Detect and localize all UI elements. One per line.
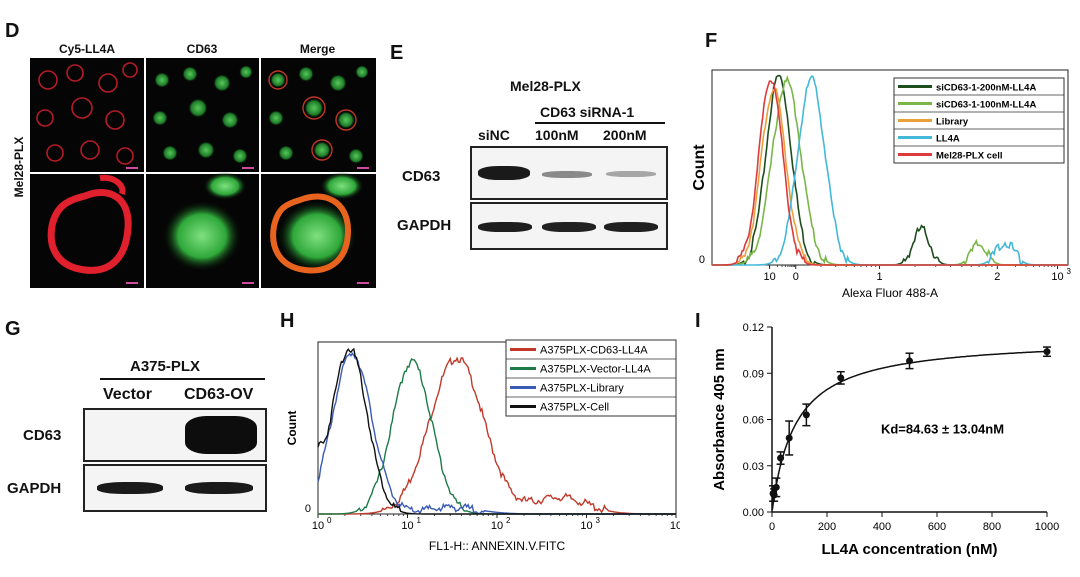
legend-entry: siCD63-1-200nM-LL4A (936, 83, 1036, 94)
kd-annotation: Kd=84.63 ± 13.04nM (881, 421, 1004, 436)
western-e-cell-line: Mel28-PLX (510, 78, 581, 94)
microscopy-col-label-merge: Merge (299, 42, 336, 56)
western-e-lane-100nm: 100nM (535, 127, 579, 143)
x-tick-label: 10 (1051, 271, 1063, 283)
x-tick-label: 2 (994, 271, 1000, 283)
panel-e-label: E (390, 42, 404, 64)
western-g-blot-gapdh (83, 464, 267, 512)
x-tick-label: 10 (580, 520, 592, 532)
legend-entry: A375PLX-Vector-LL4A (540, 364, 651, 376)
x-tick-label: 1000 (1035, 521, 1059, 533)
y-axis-label: Count (691, 144, 708, 191)
band (185, 482, 253, 494)
western-e-row-gapdh: GAPDH (397, 217, 452, 234)
series-line (318, 356, 676, 515)
y-tick-label: 0.09 (743, 368, 764, 380)
western-e-lane-sinc: siNC (478, 127, 510, 143)
band (542, 222, 596, 232)
western-g-lane-vector: Vector (103, 386, 152, 403)
x-tick-sup: 3 (596, 516, 601, 525)
x-tick-label: 10 (670, 520, 680, 532)
x-tick-sup: 3 (1067, 267, 1072, 276)
y-axis-label: Absorbance 405 nm (711, 348, 728, 491)
western-e-lane-200nm: 200nM (603, 127, 647, 143)
panel-i-label: I (695, 310, 701, 332)
legend-entry: LL4A (936, 134, 960, 145)
panel-h-label: H (280, 310, 295, 332)
western-g-blot-cd63 (83, 408, 267, 462)
microscopy-grid (30, 58, 376, 288)
legend-entry: Mel28-PLX cell (936, 151, 1003, 162)
western-e-row-cd63: CD63 (402, 168, 441, 185)
legend-entry: Library (936, 117, 969, 128)
x-tick-label: 0 (769, 521, 775, 533)
x-tick-label: 10 (401, 520, 413, 532)
flow-histogram-f: 10 0 1 2 10 3 0 Alexa Fluor 488-A Count siCD63-1-… (691, 69, 1072, 300)
x-axis-label: Alexa Fluor 488-A (842, 286, 938, 300)
band (604, 222, 658, 232)
x-tick-label: 10 (763, 271, 775, 283)
x-axis-label: FL1-H:: ANNEXIN.V.FITC (429, 539, 566, 553)
microscopy-row-label: Mel28-PLX (12, 136, 26, 198)
panel-g-label: G (5, 318, 21, 340)
data-point (837, 374, 845, 382)
y-tick-label: 0.06 (743, 415, 764, 427)
panel-f-label: F (705, 30, 718, 52)
x-tick-label: 0 (793, 271, 799, 283)
series-line (712, 80, 1068, 266)
x-tick-label: 200 (818, 521, 836, 533)
western-g-row-cd63: CD63 (23, 427, 62, 444)
western-g-group-line (100, 378, 265, 380)
band (478, 166, 530, 180)
band (606, 171, 656, 177)
microscopy-col-label-cy5: Cy5-LL4A (58, 42, 115, 56)
western-g-cell-line: A375-PLX (130, 358, 201, 375)
data-point (785, 434, 793, 442)
image-cy5-overview (30, 58, 144, 172)
microscopy-col-label-cd63: CD63 (186, 42, 218, 56)
band (97, 482, 163, 494)
x-tick-sup: 1 (417, 516, 422, 525)
y-tick-label: 0 (699, 254, 705, 266)
x-tick-sup: 2 (506, 516, 511, 525)
binding-curve-i: 0 200 400 600 800 1000 0.00 0.03 0.06 0.09 0.12 LL4… (711, 322, 1059, 558)
legend-entry: A375PLX-Cell (540, 402, 609, 414)
western-e-blot-cd63 (470, 146, 668, 200)
data-point (777, 454, 785, 462)
data-point (802, 411, 810, 419)
band (542, 171, 592, 178)
western-e-group-label: CD63 siRNA-1 (540, 104, 635, 120)
y-tick-label: 0 (305, 503, 311, 515)
x-tick-label: 10 (491, 520, 503, 532)
data-point (772, 483, 780, 491)
flow-histogram-h: 1001011021031040FL1-H:: ANNEXIN.V.FITCCo… (285, 339, 680, 553)
x-tick-label: 400 (873, 521, 891, 533)
data-point (1043, 348, 1051, 356)
western-e-group-line (535, 122, 665, 124)
legend-entry: A375PLX-CD63-LL4A (540, 345, 648, 357)
x-tick-label: 10 (312, 520, 324, 532)
y-tick-label: 0.12 (743, 322, 764, 334)
y-axis-label: Count (285, 411, 299, 446)
legend-entry: siCD63-1-100nM-LL4A (936, 100, 1036, 111)
y-tick-label: 0.03 (743, 461, 764, 473)
x-tick-sup: 0 (327, 516, 332, 525)
data-point (906, 357, 913, 365)
x-tick-label: 800 (983, 521, 1001, 533)
band (478, 222, 532, 232)
panel-d-label: D (5, 20, 20, 42)
western-e-blot-gapdh (470, 202, 668, 250)
y-tick-label: 0.00 (743, 507, 764, 519)
series-line (317, 347, 676, 515)
x-tick-label: 1 (876, 271, 882, 283)
western-g-lane-cd63ov: CD63-OV (184, 386, 254, 403)
x-tick-label: 600 (928, 521, 946, 533)
legend-entry: A375PLX-Library (540, 383, 624, 395)
band (185, 416, 257, 454)
western-g-row-gapdh: GAPDH (7, 480, 62, 497)
x-axis-label: LL4A concentration (nM) (821, 541, 997, 558)
